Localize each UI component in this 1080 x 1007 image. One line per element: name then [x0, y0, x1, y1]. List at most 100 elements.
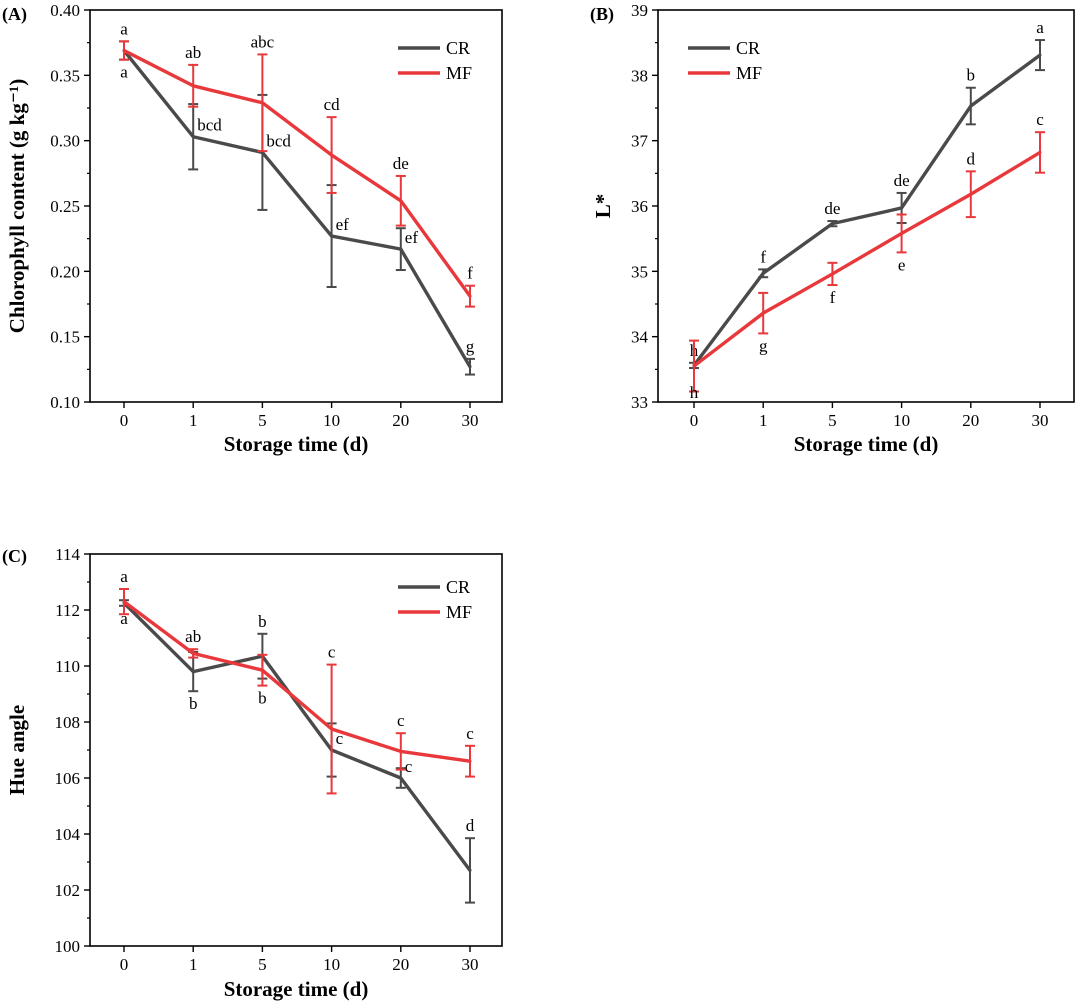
legend-label-mf: MF [736, 63, 762, 83]
legend: CR MF [398, 38, 472, 83]
series-line-mf [122, 600, 471, 763]
data-point [399, 199, 403, 203]
x-tick-label: 1 [189, 955, 198, 974]
y-tick-label: 0.20 [50, 262, 80, 281]
y-tick-label: 33 [631, 393, 648, 412]
plot-frame [89, 553, 503, 947]
y-tick-label: 0.25 [50, 197, 80, 216]
y-tick-label: 0.30 [50, 132, 80, 151]
x-tick-label: 5 [258, 955, 267, 974]
significance-label: bcd [197, 116, 222, 135]
significance-label: a [1036, 18, 1044, 37]
significance-label: f [467, 264, 473, 283]
significance-label: b [258, 689, 267, 708]
x-tick-label: 30 [1032, 411, 1049, 430]
legend: CR MF [688, 38, 762, 83]
x-tick-label: 5 [258, 411, 267, 430]
significance-label: b [967, 66, 976, 85]
data-point [191, 651, 195, 655]
y-tick-label: 108 [55, 713, 81, 732]
significance-label: f [760, 247, 766, 266]
x-tick-label: 20 [392, 955, 409, 974]
data-point [399, 776, 403, 780]
series-mf: a ab abc cd de f [119, 19, 475, 308]
y-axis-label: L* [591, 194, 615, 219]
y-tick-label: 0.15 [50, 328, 80, 347]
x-tick-label: 5 [828, 411, 837, 430]
data-point [761, 311, 765, 315]
significance-label: c [466, 724, 474, 743]
data-point [122, 49, 126, 53]
significance-label: a [120, 19, 128, 38]
x-axis-label: Storage time (d) [224, 432, 369, 456]
y-tick-label: 34 [631, 328, 649, 347]
data-point [330, 153, 334, 157]
significance-label: a [120, 63, 128, 82]
significance-label: abc [251, 32, 275, 51]
data-point [260, 101, 264, 105]
significance-label: b [258, 612, 267, 631]
significance-label: a [120, 567, 128, 586]
significance-label: de [393, 154, 409, 173]
significance-label: d [967, 149, 976, 168]
significance-label: c [328, 643, 336, 662]
significance-label: ab [185, 627, 201, 646]
x-tick-label: 20 [962, 411, 979, 430]
significance-label: b [189, 694, 198, 713]
significance-label: e [898, 255, 906, 274]
legend-label-mf: MF [446, 63, 472, 83]
series-line-mf [692, 150, 1041, 368]
series-mf: h g f e d c [689, 110, 1045, 402]
significance-label: ef [336, 215, 350, 234]
significance-label: c [405, 757, 413, 776]
data-point [900, 206, 904, 210]
panel-tag: (C) [2, 546, 27, 567]
y-tick-label: 37 [631, 132, 649, 151]
y-tick-label: 0.35 [50, 66, 80, 85]
data-point [330, 727, 334, 731]
y-tick-label: 110 [55, 657, 80, 676]
y-tick-label: 100 [55, 937, 81, 956]
x-tick-label: 10 [323, 411, 340, 430]
significance-label: bcd [266, 131, 291, 150]
legend-label-cr: CR [446, 38, 470, 58]
x-tick-label: 10 [323, 955, 340, 974]
y-tick-label: 0.40 [50, 1, 80, 20]
data-point [399, 749, 403, 753]
significance-label: d [466, 816, 475, 835]
data-point [399, 247, 403, 251]
significance-label: de [894, 171, 910, 190]
series-line-cr [122, 49, 472, 368]
data-point [830, 272, 834, 276]
y-axis-label: Chlorophyll content (g kg⁻¹) [5, 79, 29, 333]
data-point [191, 84, 195, 88]
plot-frame [657, 9, 1075, 403]
significance-label: de [824, 199, 840, 218]
series-cr: hfdedeba [689, 18, 1045, 370]
significance-label: h [690, 383, 699, 402]
y-tick-label: 35 [631, 262, 648, 281]
data-point [468, 365, 472, 369]
data-point [191, 670, 195, 674]
x-tick-label: 30 [462, 955, 479, 974]
significance-label: c [1036, 110, 1044, 129]
x-tick-label: 30 [462, 411, 479, 430]
y-tick-label: 39 [631, 1, 648, 20]
y-tick-label: 106 [55, 769, 81, 788]
significance-label: a [120, 609, 128, 628]
x-tick-label: 0 [690, 411, 699, 430]
chart-panel-a: (A) 0.10 0.15 0.20 0.25 0.30 0.35 0.40 0 1 5 10 20 30… [2, 1, 503, 456]
data-point [468, 294, 472, 298]
x-tick-label: 10 [893, 411, 910, 430]
legend-label-mf: MF [446, 602, 472, 622]
series-line-mf [123, 48, 472, 298]
x-axis-label: Storage time (d) [794, 432, 939, 456]
legend: CR MF [398, 577, 472, 622]
y-tick-label: 36 [631, 197, 648, 216]
legend-label-cr: CR [446, 577, 470, 597]
plot-frame [89, 9, 503, 403]
data-point [468, 868, 472, 872]
